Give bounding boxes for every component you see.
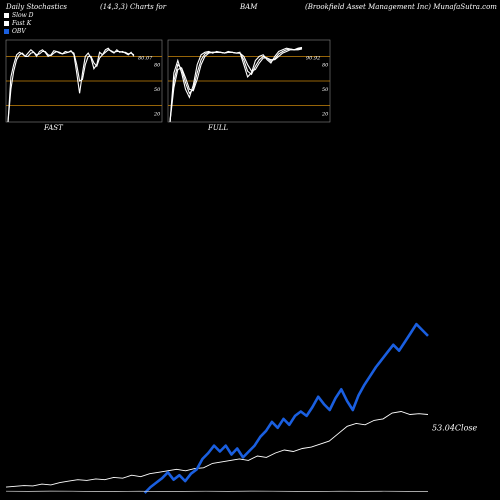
legend-label-obv: OBV [12, 27, 26, 35]
full-series-3 [169, 48, 303, 123]
chart-company: (Brookfield Asset Management Inc) Munafa… [305, 3, 497, 11]
close-obv-panel: 53.04Close [5, 322, 478, 494]
close-line [5, 411, 429, 488]
chart-params: (14,3,3) Charts for [100, 3, 167, 11]
legend-item-fast-k: Fast K [4, 19, 34, 27]
full-panel-label: FULL [207, 124, 228, 132]
legend-swatch-slow-d [4, 12, 9, 18]
fast-level-label-50: 50 [154, 87, 161, 93]
full-stochastic-panel: 80 50 20 90.92 FULL [167, 39, 331, 132]
fast-level-label-80: 80 [154, 62, 161, 68]
legend: Slow D Fast K OBV [4, 11, 34, 35]
fast-series-1 [7, 47, 135, 123]
obv-line [143, 322, 429, 494]
chart-symbol: BAM [240, 3, 258, 11]
close-value-label: 53.04Close [432, 423, 478, 432]
fast-last-value: 80.07 [138, 55, 153, 61]
legend-item-obv: OBV [4, 27, 34, 35]
legend-item-slow-d: Slow D [4, 11, 34, 19]
fast-series-2 [7, 49, 135, 123]
fast-panel-label: FAST [43, 124, 64, 132]
full-last-value: 90.92 [306, 55, 320, 61]
fast-level-label-20: 20 [153, 112, 161, 118]
legend-label-slow-d: Slow D [12, 11, 34, 19]
full-level-label-50: 50 [322, 87, 329, 93]
full-level-label-80: 80 [322, 62, 329, 68]
full-level-label-20: 20 [321, 112, 329, 118]
legend-swatch-obv [4, 28, 9, 34]
legend-label-fast-k: Fast K [12, 19, 32, 27]
legend-swatch-fast-k [4, 20, 9, 26]
chart-title: Daily Stochastics [6, 3, 68, 11]
fast-stochastic-panel: 80 50 20 80.07 FAST [5, 39, 163, 132]
